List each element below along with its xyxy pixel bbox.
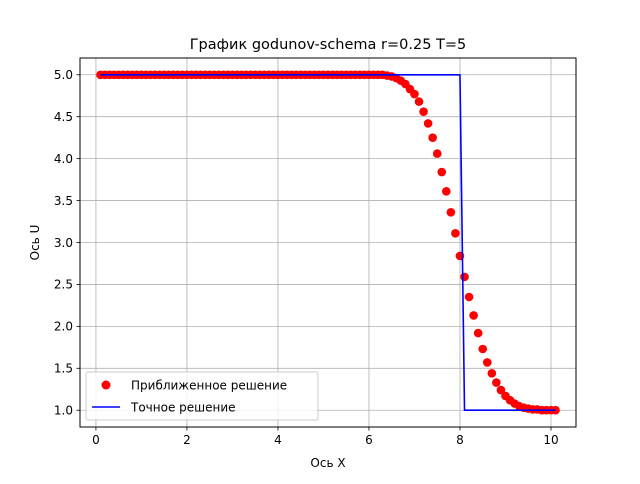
y-tick-label: 2.5: [54, 278, 73, 292]
scatter-point: [492, 378, 501, 387]
scatter-point: [451, 228, 460, 238]
x-axis-label: Ось X: [310, 456, 345, 470]
x-tick-label: 8: [456, 433, 464, 447]
x-tick-label: 6: [365, 433, 373, 447]
y-tick-label: 4.5: [54, 110, 73, 124]
y-axis-label: Ось U: [28, 225, 42, 261]
y-tick-label: 3.0: [54, 236, 73, 250]
plot-area: [96, 70, 560, 415]
scatter-point: [464, 292, 474, 302]
y-tick-label: 4.0: [54, 152, 73, 166]
y-tick-label: 1.0: [54, 404, 73, 418]
scatter-point: [482, 358, 492, 367]
scatter-point: [460, 272, 469, 282]
scatter-point: [442, 187, 451, 196]
legend: Приближенное решение Точное решение: [85, 371, 319, 421]
scatter-point: [428, 133, 437, 142]
exact-solution-line: [100, 73, 556, 412]
scatter-point: [432, 149, 442, 158]
scatter-point: [473, 328, 483, 338]
scatter-point: [410, 89, 419, 99]
legend-box: [85, 371, 319, 421]
y-tick-label: 1.5: [54, 362, 73, 376]
y-tick-label: 5.0: [54, 68, 73, 82]
scatter-point: [437, 167, 447, 177]
x-tick-label: 0: [92, 433, 100, 447]
scatter-point: [446, 208, 456, 217]
legend-label-exact: Точное решение: [130, 401, 236, 415]
x-tick-label: 10: [543, 433, 558, 447]
scatter-point: [487, 369, 497, 378]
scatter-point: [478, 344, 488, 354]
chart-title: График godunov-schema r=0.25 T=5: [190, 37, 467, 53]
x-tick-label: 4: [274, 433, 282, 447]
x-tick-label: 2: [183, 433, 191, 447]
legend-label-approx: Приближенное решение: [131, 379, 287, 393]
y-tick-label: 3.5: [54, 194, 73, 208]
legend-marker-scatter: [101, 380, 111, 390]
scatter-point: [414, 97, 424, 106]
scatter-point: [469, 311, 478, 320]
scatter-point: [423, 119, 433, 128]
ticks: 0 2 4 6 8 10 1.0 1.5 2.0 2.5 3.0 3.5 4.0 4.5 5.0: [54, 68, 559, 447]
scatter-point: [419, 107, 428, 116]
y-tick-label: 2.0: [54, 320, 73, 334]
scatter-point: [496, 385, 506, 395]
